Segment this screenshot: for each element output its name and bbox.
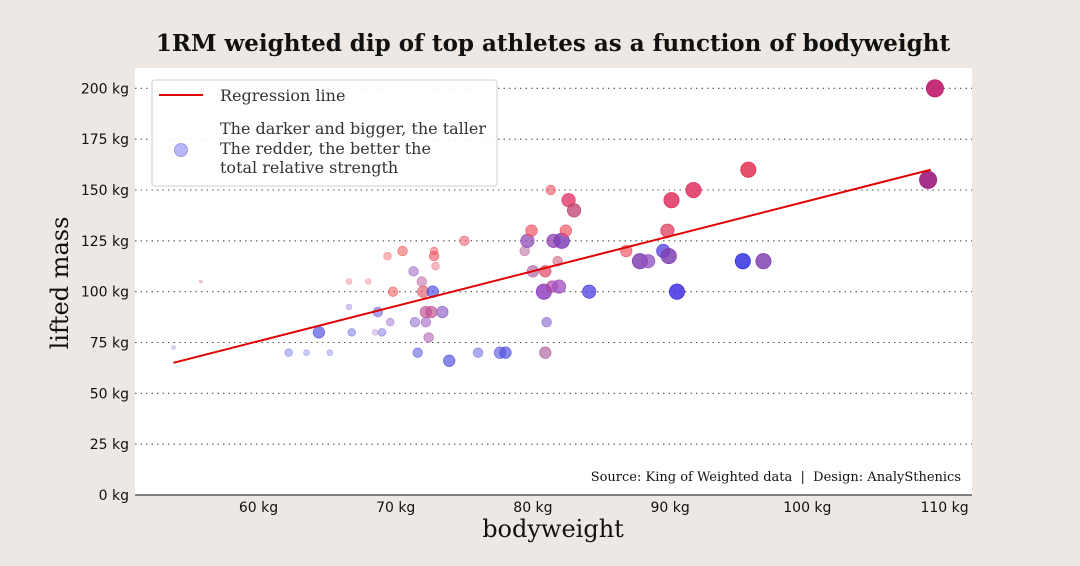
x-tick-label: 70 kg — [376, 500, 415, 516]
data-point — [416, 276, 427, 287]
legend-marker-swatch — [174, 143, 188, 157]
data-point — [919, 170, 938, 189]
data-point — [371, 329, 379, 336]
legend-marker-label-line-1: The darker and bigger, the taller — [220, 119, 486, 138]
data-point — [566, 203, 582, 218]
data-point — [668, 283, 686, 300]
legend-marker-label-line-3: total relative strength — [220, 158, 398, 177]
legend-line-label: Regression line — [220, 86, 345, 105]
data-point — [171, 345, 176, 350]
data-points — [171, 79, 944, 367]
data-point — [525, 224, 538, 237]
y-tick-label: 125 kg — [81, 234, 129, 250]
legend-box — [151, 79, 498, 187]
y-tick-label: 200 kg — [81, 81, 129, 97]
x-tick-label: 110 kg — [920, 500, 968, 516]
data-point — [383, 251, 392, 261]
y-tick-label: 100 kg — [81, 285, 129, 301]
legend-marker-label-line-2: The redder, the better the — [220, 139, 431, 158]
y-tick-label: 50 kg — [90, 386, 129, 402]
x-tick-label: 60 kg — [239, 500, 278, 516]
y-tick-label: 0 kg — [99, 488, 129, 504]
data-point — [412, 347, 423, 358]
data-point — [641, 254, 656, 269]
data-point — [347, 328, 357, 337]
data-point — [425, 305, 438, 319]
data-point — [364, 278, 372, 285]
x-axis-tick-labels: 60 kg 70 kg 80 kg 90 kg 100 kg 110 kg — [239, 500, 969, 516]
y-axis-tick-labels: 0 kg 25 kg 50 kg 75 kg 100 kg 125 kg 150 kg 175… — [81, 81, 129, 504]
data-point — [303, 349, 310, 356]
data-point — [408, 266, 419, 277]
data-point — [397, 245, 408, 257]
data-point — [345, 278, 353, 285]
data-point — [539, 346, 552, 359]
data-point — [541, 316, 552, 328]
y-tick-label: 25 kg — [90, 437, 129, 453]
data-point — [755, 253, 772, 270]
data-point — [740, 161, 757, 178]
data-point — [443, 354, 456, 367]
data-point — [198, 279, 203, 284]
data-point — [284, 348, 293, 357]
data-point — [499, 346, 512, 359]
data-point — [551, 279, 567, 294]
data-point — [545, 184, 556, 196]
data-point — [559, 224, 572, 237]
data-point — [326, 349, 334, 356]
data-point — [387, 286, 399, 297]
y-axis-label: lifted mass — [46, 217, 74, 350]
data-point — [409, 316, 421, 328]
x-tick-label: 100 kg — [783, 500, 831, 516]
y-tick-label: 150 kg — [81, 183, 129, 199]
data-point — [436, 305, 449, 319]
x-tick-label: 80 kg — [513, 500, 552, 516]
data-point — [459, 235, 470, 247]
data-point — [734, 253, 751, 270]
chart-title: 1RM weighted dip of top athletes as a fu… — [156, 30, 951, 57]
y-tick-label: 75 kg — [90, 336, 129, 352]
data-point — [472, 347, 484, 358]
data-point — [345, 303, 353, 311]
data-point — [431, 261, 440, 271]
data-point — [925, 79, 944, 98]
y-tick-label: 175 kg — [81, 132, 129, 148]
data-point — [377, 328, 387, 337]
data-point — [685, 181, 702, 199]
x-tick-label: 90 kg — [650, 500, 689, 516]
data-point — [429, 246, 439, 256]
data-point — [582, 284, 597, 299]
data-point — [312, 326, 326, 339]
data-point — [420, 316, 432, 328]
data-point — [660, 248, 677, 265]
legend: Regression line The darker and bigger, t… — [151, 79, 498, 187]
data-point — [663, 192, 680, 209]
source-credit: Source: King of Weighted data | Design: … — [591, 470, 961, 485]
regression-line — [173, 168, 932, 364]
data-point — [423, 332, 434, 343]
x-axis-label: bodyweight — [482, 515, 624, 543]
data-point — [385, 317, 395, 327]
